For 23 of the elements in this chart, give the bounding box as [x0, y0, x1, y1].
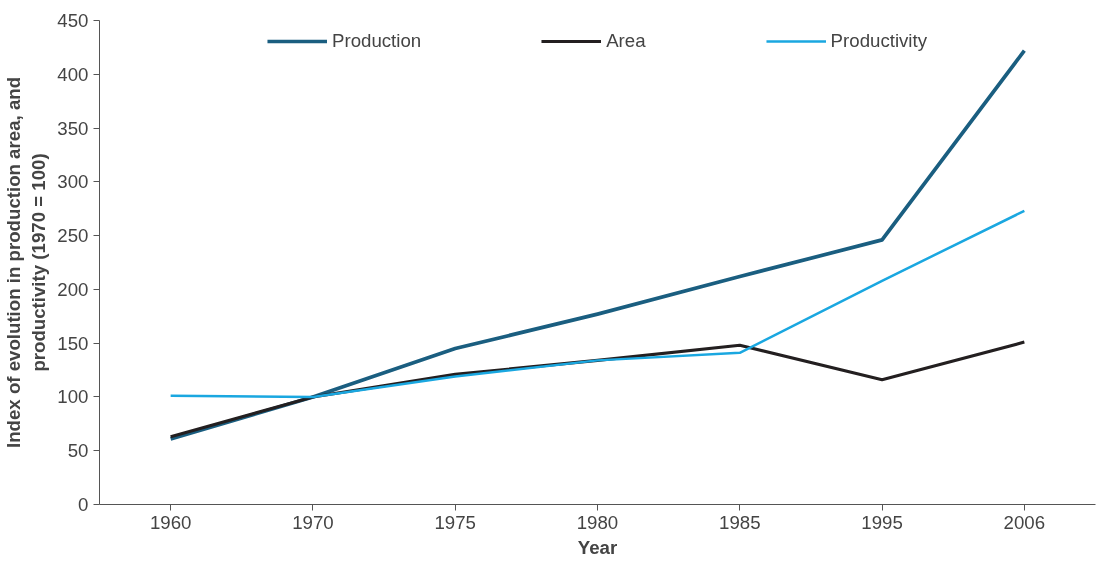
y-tick-label: 0	[78, 494, 89, 515]
y-tick-label: 200	[57, 278, 89, 300]
y-tick-label: 350	[57, 117, 89, 139]
x-tick-label: 1985	[719, 511, 761, 533]
legend-label: Area	[606, 30, 646, 52]
y-tick-label: 400	[57, 63, 89, 85]
y-tick-label: 100	[57, 386, 89, 408]
x-axis-title: Year	[577, 536, 618, 558]
line-series	[169, 209, 1026, 399]
y-axis-title: Index of evolution in production area, and productivity (1970 = 100)	[3, 76, 50, 449]
y-tick-label: 150	[57, 332, 89, 354]
x-tick-label: 1980	[576, 511, 619, 533]
x-tick-label: 1970	[292, 511, 334, 533]
y-tick-label: 50	[67, 440, 89, 462]
x-tick-label: 1960	[149, 511, 192, 533]
y-tick-label: 450	[57, 10, 89, 31]
legend-label: Productivity	[830, 30, 928, 52]
y-tick-label: 250	[57, 225, 89, 247]
y-tick-label: 300	[57, 171, 89, 193]
x-tick-label: 1975	[434, 511, 476, 533]
x-tick-label: 2006	[1003, 511, 1046, 533]
x-tick-label: 1995	[861, 511, 903, 533]
legend-label: Production	[331, 30, 422, 52]
